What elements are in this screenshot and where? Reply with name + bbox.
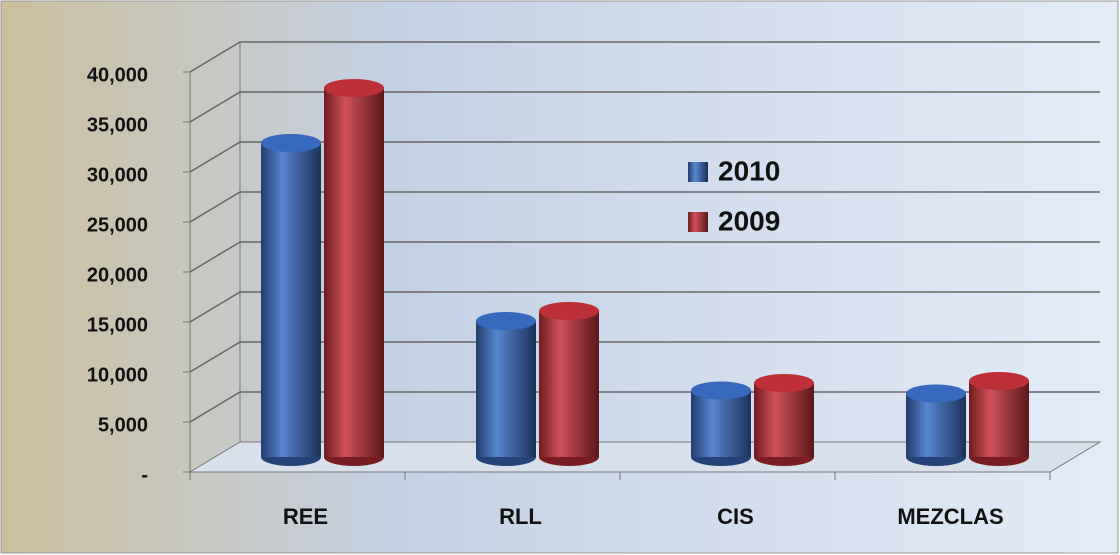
bar bbox=[691, 390, 751, 457]
floor bbox=[188, 441, 1102, 473]
y-tick-label: 35,000 bbox=[87, 114, 148, 136]
legend-label: 2010 bbox=[718, 155, 780, 186]
bar bbox=[476, 321, 536, 457]
bar bbox=[324, 88, 384, 457]
y-tick-label: - bbox=[141, 464, 148, 486]
bar bbox=[539, 311, 599, 457]
y-tick-label: 30,000 bbox=[87, 164, 148, 186]
y-tick-label: 25,000 bbox=[87, 214, 148, 236]
y-tick-label: 20,000 bbox=[87, 264, 148, 286]
x-tick-label: CIS bbox=[717, 504, 754, 529]
grid-line bbox=[189, 291, 1100, 323]
legend-label: 2009 bbox=[718, 205, 780, 236]
bar bbox=[261, 143, 321, 457]
grid-line bbox=[189, 241, 1100, 273]
y-tick-label: 15,000 bbox=[87, 314, 148, 336]
bar-top bbox=[539, 302, 599, 320]
bar-top bbox=[476, 312, 536, 330]
bar bbox=[906, 393, 966, 457]
bar-top bbox=[906, 384, 966, 403]
bar-top bbox=[261, 134, 321, 152]
bar-top bbox=[691, 381, 751, 400]
x-tick-label: REE bbox=[283, 504, 328, 529]
grid-line bbox=[189, 41, 1100, 73]
grid-line bbox=[189, 91, 1100, 123]
bar bbox=[754, 383, 814, 457]
grid-line bbox=[189, 141, 1100, 173]
grid-line bbox=[189, 191, 1100, 223]
y-tick-label: 10,000 bbox=[87, 364, 148, 386]
bar-top bbox=[969, 372, 1029, 390]
y-tick-label: 5,000 bbox=[98, 414, 148, 436]
bar-top bbox=[754, 374, 814, 392]
x-tick-label: MEZCLAS bbox=[897, 504, 1003, 529]
y-tick-label: 40,000 bbox=[87, 64, 148, 86]
legend-swatch bbox=[688, 212, 708, 232]
bar bbox=[969, 381, 1029, 457]
bar-top bbox=[324, 79, 384, 97]
legend-swatch bbox=[688, 162, 708, 182]
grid-line bbox=[189, 341, 1100, 373]
x-tick-label: RLL bbox=[499, 504, 542, 529]
